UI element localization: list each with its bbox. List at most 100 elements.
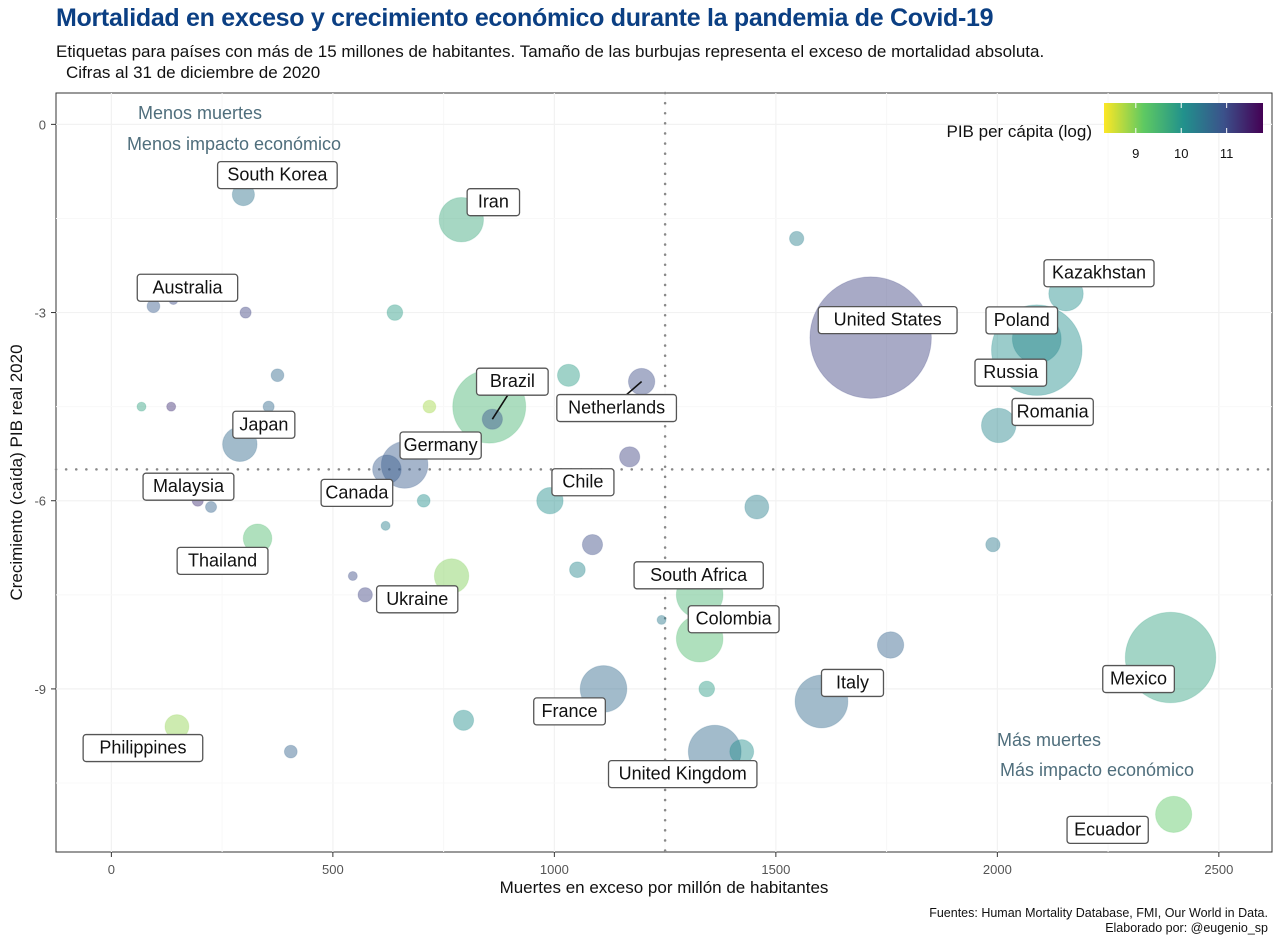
bubble-label-text: Russia bbox=[983, 362, 1039, 382]
x-tick-label: 1000 bbox=[540, 862, 569, 877]
bubble-label-box bbox=[974, 358, 1048, 387]
caption-sources: Fuentes: Human Mortality Database, FMI, … bbox=[929, 906, 1268, 920]
bubble-label-box bbox=[1066, 815, 1149, 845]
bubble bbox=[556, 363, 581, 387]
bubble-label-text: France bbox=[542, 701, 598, 721]
bubble-label: France bbox=[533, 697, 606, 726]
bubble-label: Russia bbox=[974, 358, 1048, 387]
bubble-label-text: Germany bbox=[404, 435, 478, 455]
bubble-label: South Korea bbox=[216, 160, 338, 190]
bubble-label-box bbox=[533, 697, 606, 726]
bubble bbox=[347, 570, 358, 582]
bubble bbox=[698, 680, 716, 698]
bubble-label-text: South Korea bbox=[227, 165, 328, 185]
chart-subtitle-date: Cifras al 31 de diciembre de 2020 bbox=[66, 63, 321, 82]
chart-title: Mortalidad en exceso y crecimiento econó… bbox=[56, 4, 994, 32]
bubble-label: United Kingdom bbox=[607, 759, 758, 789]
bubble bbox=[452, 709, 475, 731]
bubble bbox=[416, 493, 431, 508]
bubble-labels: South Korea Iran Australia Japan Brazil Germa… bbox=[82, 160, 1176, 845]
bubble bbox=[239, 306, 252, 319]
x-tick-label: 2000 bbox=[983, 862, 1012, 877]
bubble-label: United States bbox=[817, 305, 958, 335]
color-legend: PIB per cápita (log) 9 10 11 bbox=[946, 103, 1263, 161]
bubble-label-box bbox=[136, 273, 239, 302]
bubble bbox=[386, 304, 404, 321]
bubble-label-text: Chile bbox=[562, 472, 603, 492]
bubble-label: Poland bbox=[985, 306, 1059, 335]
bubble-label: Germany bbox=[399, 431, 482, 460]
label-leader-line bbox=[626, 380, 643, 396]
bubble bbox=[985, 536, 1001, 553]
bubble-label-box bbox=[232, 410, 296, 439]
caption-author: Elaborado por: @eugenio_sp bbox=[1105, 921, 1268, 935]
bubble bbox=[744, 494, 770, 520]
bubble-label: Ecuador bbox=[1066, 815, 1149, 845]
bubble-label: Romania bbox=[1011, 397, 1094, 427]
bubble bbox=[656, 614, 667, 625]
bubble-label-box bbox=[320, 478, 394, 508]
bubble-label-text: Brazil bbox=[490, 371, 535, 391]
bubble-label-text: Iran bbox=[478, 192, 509, 212]
bubble bbox=[262, 400, 275, 413]
y-tick-label: -3 bbox=[34, 306, 46, 321]
bubble-label-text: Malaysia bbox=[153, 476, 225, 496]
bubble bbox=[980, 407, 1017, 444]
bubble-label-box bbox=[817, 305, 958, 335]
bubble-label-box bbox=[607, 759, 758, 789]
legend-tick-label: 11 bbox=[1220, 146, 1234, 161]
bubble bbox=[380, 520, 391, 531]
bubble-label-text: Philippines bbox=[99, 738, 186, 758]
bubble bbox=[789, 230, 805, 247]
bubble bbox=[876, 631, 905, 659]
reference-lines bbox=[54, 91, 1274, 854]
bubble bbox=[283, 744, 298, 759]
bubble-label: Malaysia bbox=[142, 472, 235, 501]
bubble-label: Kazakhstan bbox=[1043, 259, 1155, 288]
bubble-label-text: Canada bbox=[325, 482, 389, 502]
bubble-label-text: Romania bbox=[1017, 401, 1090, 421]
x-axis-label: Muertes en exceso por millón de habitant… bbox=[500, 878, 829, 897]
bubble bbox=[581, 534, 604, 556]
bubble-label-text: United Kingdom bbox=[619, 764, 747, 784]
axes: 0 500 1000 1500 2000 2500 0 -3 -6 -9 Muertes en ex… bbox=[7, 117, 1233, 897]
bubble-label-box bbox=[475, 367, 549, 396]
label-leader-line bbox=[491, 393, 510, 420]
quadrant-label-bottom-right-line2: Más impacto económico bbox=[1000, 760, 1194, 780]
bubble-label: Iran bbox=[466, 188, 521, 217]
bubble-label-box bbox=[375, 585, 459, 614]
chart-caption: Fuentes: Human Mortality Database, FMI, … bbox=[929, 906, 1268, 936]
x-tick-label: 0 bbox=[108, 862, 115, 877]
quadrant-label-top-left-line2: Menos impacto económico bbox=[127, 134, 341, 154]
bubble bbox=[270, 368, 285, 383]
bubble-label-text: United States bbox=[834, 310, 942, 330]
bubble-label-box bbox=[466, 188, 521, 217]
legend-colorbar bbox=[1104, 103, 1263, 133]
bubble-label: Japan bbox=[232, 410, 296, 439]
bubble-label-text: Ukraine bbox=[386, 589, 448, 609]
bubble-label-text: Thailand bbox=[188, 550, 257, 570]
bubble-label-box bbox=[1011, 397, 1094, 427]
y-tick-label: -9 bbox=[34, 682, 46, 697]
bubble-label-box bbox=[985, 306, 1059, 335]
bubble bbox=[569, 561, 586, 579]
bubble bbox=[136, 401, 147, 412]
bubble-label: South Africa bbox=[633, 561, 764, 590]
bubble bbox=[1155, 795, 1193, 833]
bubble-label-text: Australia bbox=[152, 277, 223, 297]
bubble-label-text: Italy bbox=[836, 672, 869, 692]
bubble-label: Brazil bbox=[475, 367, 549, 420]
bubble-label: Mexico bbox=[1102, 664, 1176, 694]
legend-title: PIB per cápita (log) bbox=[946, 122, 1092, 141]
bubble-label: Italy bbox=[820, 668, 885, 698]
bubble-label: Canada bbox=[320, 478, 394, 508]
bubble-label-text: Ecuador bbox=[1074, 819, 1141, 839]
y-tick-label: -6 bbox=[34, 494, 46, 509]
bubble bbox=[619, 446, 641, 468]
bubble-label-box bbox=[556, 393, 678, 423]
bubble-label-box bbox=[216, 160, 338, 190]
bubble-label-box bbox=[142, 472, 235, 501]
bubble-label-text: Netherlands bbox=[568, 398, 665, 418]
bubble-label-text: Mexico bbox=[1110, 669, 1167, 689]
